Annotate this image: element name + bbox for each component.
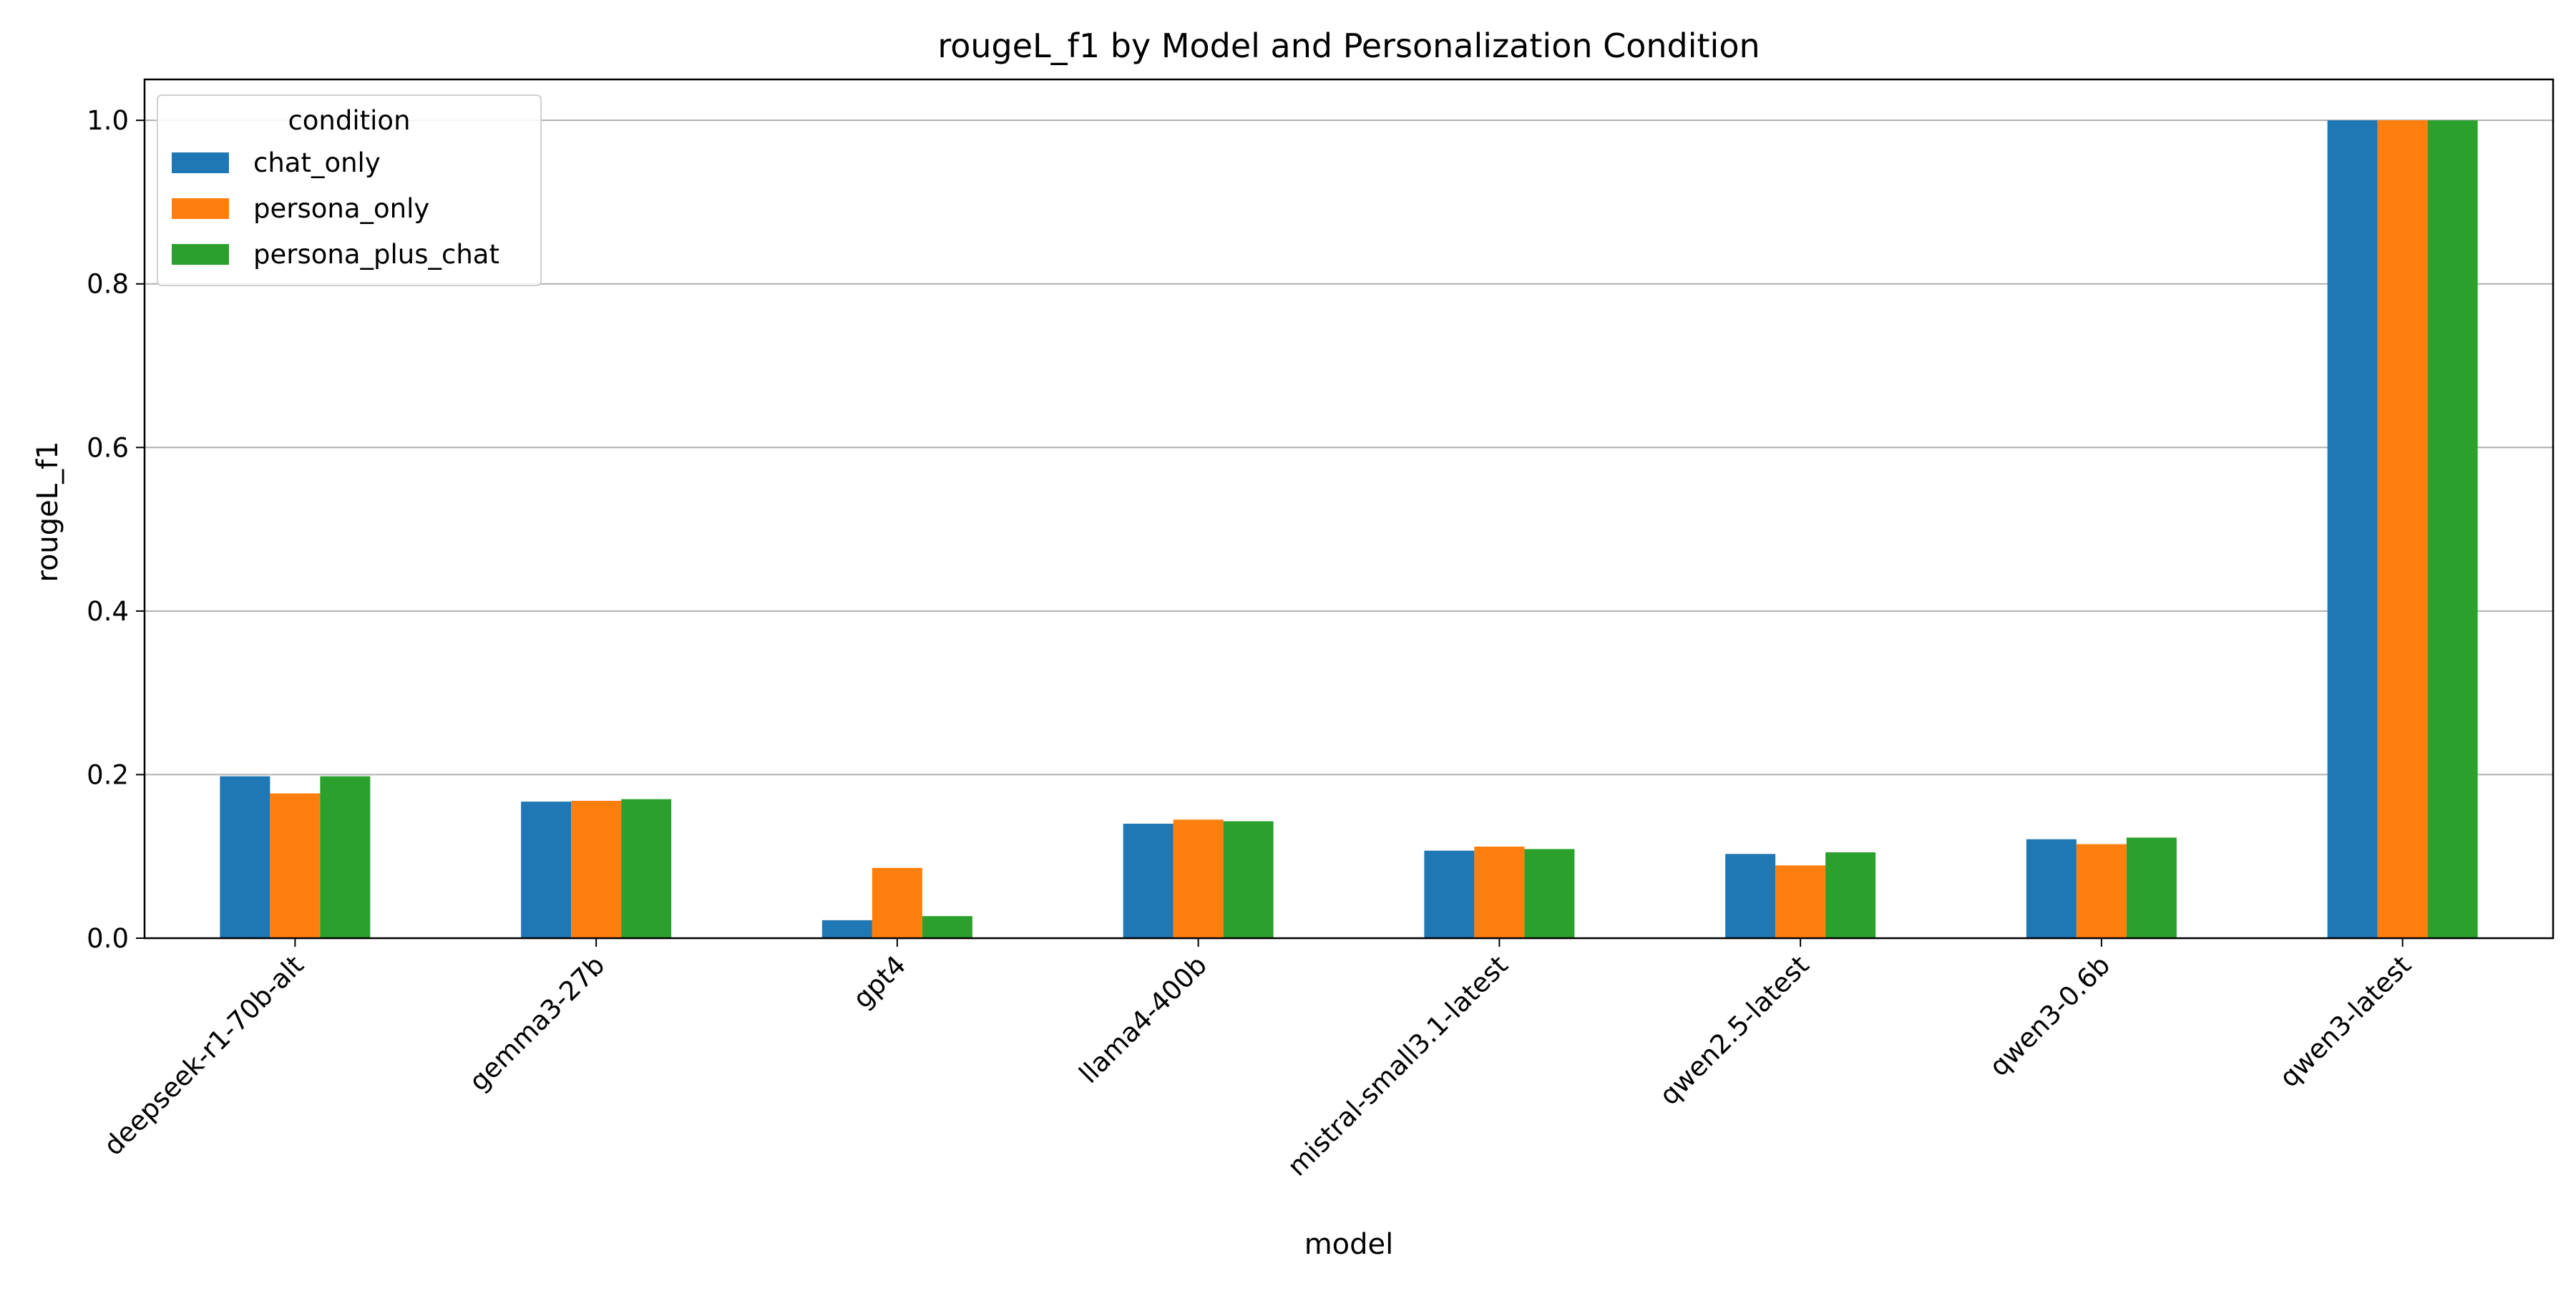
legend-label-persona_only: persona_only (253, 193, 429, 224)
bar-persona_only (1173, 819, 1224, 938)
y-axis: 0.0 0.2 0.4 0.6 0.8 1.0 (87, 105, 145, 954)
bar-persona_only (2076, 844, 2127, 938)
bar-persona_plus_chat (2126, 837, 2177, 938)
y-tick-label: 0.6 (87, 432, 129, 463)
y-tick-label: 0.2 (87, 759, 129, 790)
y-tick-label: 1.0 (87, 105, 129, 136)
bar-persona_only (571, 801, 622, 938)
bar-persona_plus_chat (2427, 120, 2478, 939)
bars (220, 120, 2478, 939)
legend-swatch-persona_plus_chat (172, 244, 229, 265)
bar-persona_only (872, 867, 922, 938)
y-axis-title: rougeL_f1 (31, 441, 64, 582)
y-tick-label: 0.0 (87, 923, 129, 954)
bar-persona_plus_chat (1825, 852, 1876, 938)
bar-persona_plus_chat (320, 776, 371, 938)
bar-persona_only (1775, 865, 1826, 938)
legend-title: condition (288, 105, 410, 136)
bar-persona_only (2377, 120, 2428, 939)
legend-swatch-persona_only (172, 198, 229, 219)
bar-chat_only (1424, 850, 1475, 938)
bar-persona_plus_chat (621, 799, 672, 938)
bar-persona_only (270, 793, 321, 938)
bar-persona_plus_chat (922, 916, 972, 938)
y-tick-label: 0.8 (87, 269, 129, 300)
legend-box (157, 94, 542, 286)
bar-chat_only (2327, 120, 2378, 939)
bar-persona_plus_chat (1223, 821, 1274, 938)
legend-swatch-chat_only (172, 152, 229, 173)
bar-chat_only (2026, 839, 2077, 938)
y-tick-label: 0.4 (87, 596, 129, 627)
chart-title: rougeL_f1 by Model and Personalization C… (937, 26, 1760, 65)
bar-chat_only (220, 776, 270, 938)
bar-chat_only (1123, 824, 1174, 938)
bar-persona_only (1474, 847, 1525, 938)
plot-frame (143, 78, 2555, 940)
bar-chat_only (521, 802, 572, 938)
bar-persona_plus_chat (1524, 849, 1575, 938)
bar-chat_only (821, 920, 872, 938)
legend: condition chat_only persona_only persona_pl… (157, 94, 542, 286)
bar-chat_only (1725, 854, 1776, 938)
legend-label-persona_plus_chat: persona_plus_chat (253, 239, 499, 270)
legend-label-chat_only: chat_only (253, 147, 381, 178)
x-axis-title: model (1304, 1228, 1394, 1261)
